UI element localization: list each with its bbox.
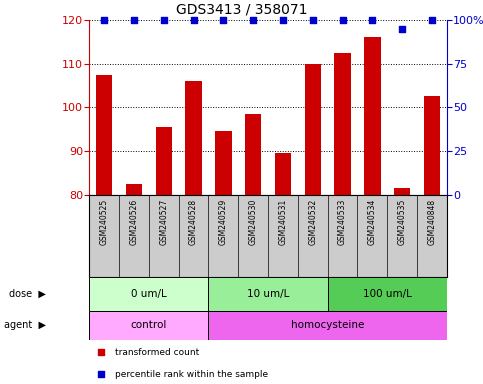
Text: transformed count: transformed count — [115, 348, 199, 357]
Text: GSM240527: GSM240527 — [159, 199, 168, 245]
Bar — [215, 131, 231, 195]
Bar — [89, 277, 209, 311]
Bar — [126, 184, 142, 195]
Point — [398, 26, 406, 32]
Point — [190, 17, 198, 23]
Text: GSM240525: GSM240525 — [100, 199, 109, 245]
Text: agent  ▶: agent ▶ — [4, 320, 46, 331]
Text: 100 um/L: 100 um/L — [363, 289, 412, 299]
Bar — [209, 311, 447, 340]
Bar — [156, 127, 172, 195]
Bar — [327, 277, 447, 311]
Text: GSM240535: GSM240535 — [398, 199, 407, 245]
Point — [100, 17, 108, 23]
Point — [160, 17, 168, 23]
Bar — [185, 81, 202, 195]
Text: GSM240531: GSM240531 — [279, 199, 287, 245]
Point — [130, 17, 138, 23]
Point — [98, 371, 105, 377]
Point — [339, 17, 346, 23]
Text: GSM240529: GSM240529 — [219, 199, 228, 245]
Bar — [209, 277, 327, 311]
Text: 10 um/L: 10 um/L — [247, 289, 289, 299]
Bar — [96, 74, 113, 195]
Bar — [364, 38, 381, 195]
Point — [428, 17, 436, 23]
Bar — [394, 188, 410, 195]
Text: GSM240533: GSM240533 — [338, 199, 347, 245]
Text: GSM240534: GSM240534 — [368, 199, 377, 245]
Text: control: control — [131, 320, 167, 331]
Text: percentile rank within the sample: percentile rank within the sample — [115, 370, 268, 379]
Point — [249, 17, 257, 23]
Bar — [245, 114, 261, 195]
Bar — [275, 153, 291, 195]
Point — [279, 17, 287, 23]
Text: GSM240530: GSM240530 — [249, 199, 257, 245]
Bar — [89, 311, 209, 340]
Bar — [305, 64, 321, 195]
Point — [309, 17, 317, 23]
Point — [369, 17, 376, 23]
Text: GSM240526: GSM240526 — [129, 199, 139, 245]
Text: 0 um/L: 0 um/L — [131, 289, 167, 299]
Bar — [334, 53, 351, 195]
Point — [98, 349, 105, 355]
Bar — [424, 96, 440, 195]
Text: GSM240528: GSM240528 — [189, 199, 198, 245]
Text: GSM240532: GSM240532 — [308, 199, 317, 245]
Text: GDS3413 / 358071: GDS3413 / 358071 — [176, 2, 307, 16]
Text: homocysteine: homocysteine — [291, 320, 364, 331]
Text: dose  ▶: dose ▶ — [9, 289, 46, 299]
Text: GSM240848: GSM240848 — [427, 199, 436, 245]
Point — [220, 17, 227, 23]
